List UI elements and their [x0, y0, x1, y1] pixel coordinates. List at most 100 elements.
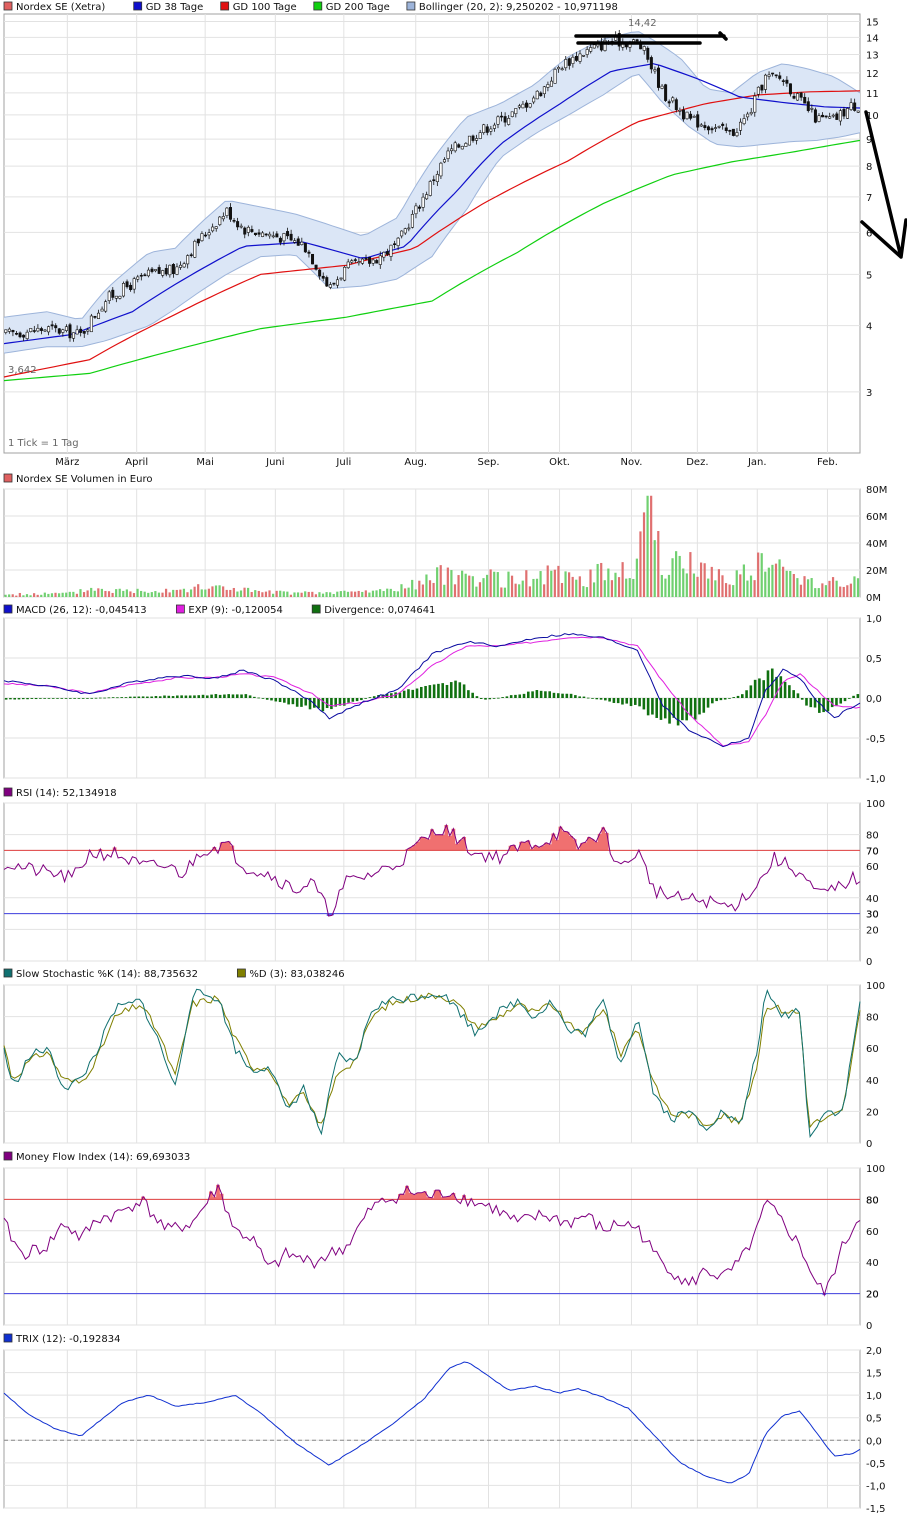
macd-divergence-bar [295, 698, 299, 707]
stochastic-panel: 0 20 40 60 80 100 Slow Stochastic %K (14): 88,… [3, 968, 885, 1150]
volume-bar [250, 592, 253, 597]
macd-divergence-bar [158, 696, 162, 698]
macd-divergence-bar [261, 698, 265, 699]
price-legend-swatch [3, 1, 13, 11]
macd-divergence-bar [565, 693, 569, 698]
macd-divergence-bar [30, 698, 34, 699]
volume-bar [400, 584, 403, 597]
macd-ytick-label: -1,0 [866, 774, 886, 785]
volume-bar [546, 565, 549, 597]
macd-divergence-bar [775, 676, 778, 698]
trix-ytick-label: -0,5 [866, 1459, 886, 1470]
volume-bar [350, 591, 353, 597]
volume-bar [286, 591, 289, 597]
macd-divergence-bar [625, 698, 629, 704]
price-candle-body [364, 258, 368, 260]
macd-divergence-bar [488, 698, 492, 700]
volume-bar [75, 593, 79, 597]
macd-divergence-bar [616, 698, 620, 704]
volume-bar [782, 566, 785, 597]
price-candle-body [467, 135, 471, 146]
volume-bar [136, 588, 139, 597]
price-ytick-label: 14 [866, 33, 879, 44]
macd-divergence-bar [184, 695, 188, 698]
volume-bar [589, 569, 592, 597]
macd-divergence-bar [355, 698, 359, 702]
volume-bar [68, 591, 71, 597]
macd-divergence-bar [501, 697, 504, 698]
price-candle-body [585, 49, 589, 55]
volume-bar [361, 591, 364, 597]
macd-divergence-bar [278, 698, 282, 703]
macd-divergence-bar [424, 685, 427, 698]
volume-bar [279, 590, 282, 597]
price-candle-body [143, 274, 147, 277]
macd-legend-swatch [311, 604, 321, 614]
volume-bar [717, 569, 721, 597]
price-candle-body [835, 113, 839, 120]
trix-ytick-label: -1,0 [866, 1481, 886, 1492]
price-candle-body [321, 275, 325, 279]
mfi-ytick-label: 40 [866, 1258, 879, 1269]
macd-divergence-bar [197, 695, 201, 698]
volume-bar [22, 595, 25, 597]
price-candle-body [175, 266, 179, 275]
price-candle-body [39, 328, 43, 331]
volume-bar [129, 591, 132, 597]
macd-divergence-bar [372, 696, 376, 698]
volume-bar [307, 591, 310, 597]
volume-bar [346, 591, 350, 597]
price-candle-body [418, 206, 422, 209]
price-legend-swatch [313, 1, 323, 11]
price-candle-body [671, 97, 675, 102]
price-candle-body [678, 109, 682, 112]
macd-divergence-bar [672, 698, 676, 718]
volume-bar [411, 579, 414, 597]
bollinger-band [4, 31, 860, 354]
volume-bar [93, 590, 96, 597]
rsi-ytick-label: 100 [866, 799, 885, 810]
volume-bar [732, 585, 735, 597]
macd-divergence-bar [334, 698, 337, 707]
price-candle-body [154, 269, 158, 272]
price-candle-body [282, 233, 286, 242]
price-legend-label: Nordex SE (Xetra) [16, 2, 105, 13]
volume-bar [425, 574, 428, 597]
price-candle-body [261, 232, 265, 237]
volume-bar [432, 582, 435, 597]
volume-bar [478, 582, 482, 597]
price-candle-body [428, 181, 432, 196]
price-candle-body [111, 289, 115, 298]
volume-bar [343, 590, 346, 597]
price-month-label: März [55, 457, 79, 468]
price-candle-body [371, 259, 375, 264]
price-candle-body [514, 108, 518, 115]
price-ytick-label: 7 [866, 193, 872, 204]
volume-ytick-label: 0M [866, 593, 881, 604]
macd-divergence-bar [248, 695, 252, 698]
volume-bar [257, 590, 260, 597]
volume-bar [18, 592, 21, 597]
mfi-ytick-label: 0 [866, 1321, 872, 1332]
price-candle-body [268, 233, 272, 237]
macd-divergence-bar [458, 682, 462, 698]
high-label: 14,42 [628, 18, 657, 29]
price-candle-body [43, 329, 47, 332]
price-candle-body [706, 126, 710, 131]
price-candle-body [674, 99, 678, 110]
price-legend-swatch [220, 1, 230, 11]
macd-divergence-bar [193, 695, 196, 698]
price-candle-body [703, 125, 707, 128]
macd-divergence-bar [128, 696, 132, 698]
volume-bar [97, 588, 100, 597]
price-candle-body [132, 278, 136, 290]
macd-divergence-bar [420, 686, 423, 698]
volume-bar [707, 578, 710, 597]
volume-bar [318, 592, 321, 597]
volume-bar [236, 591, 239, 597]
trix-panel: -1,5 -1,0 -0,5 0,0 0,5 1,0 1,5 2,0 TRIX (12): -0… [3, 1333, 886, 1515]
stochastic-legend-swatch [236, 968, 246, 978]
volume-bar [218, 585, 221, 597]
macd-divergence-bar [475, 696, 479, 698]
price-candle-body [821, 114, 825, 118]
